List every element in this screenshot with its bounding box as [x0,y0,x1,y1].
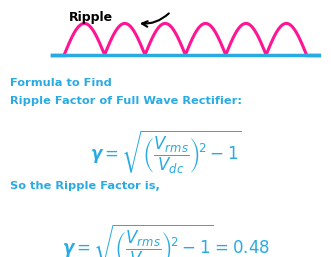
Text: Formula to Find: Formula to Find [10,78,112,88]
Text: $\boldsymbol{\gamma} = \sqrt{\left(\dfrac{V_{rms}}{V_{dc}}\right)^{\!2} - 1}$: $\boldsymbol{\gamma} = \sqrt{\left(\dfra… [90,128,241,176]
Text: Ripple Factor of Full Wave Rectifier:: Ripple Factor of Full Wave Rectifier: [10,96,242,106]
Text: So the Ripple Factor is,: So the Ripple Factor is, [10,181,160,191]
Text: $\boldsymbol{\gamma} = \sqrt{\left(\dfrac{V_{rms}}{V_{dc}}\right)^{\!2} - 1} = 0: $\boldsymbol{\gamma} = \sqrt{\left(\dfra… [62,222,269,257]
Text: Ripple: Ripple [69,12,113,24]
